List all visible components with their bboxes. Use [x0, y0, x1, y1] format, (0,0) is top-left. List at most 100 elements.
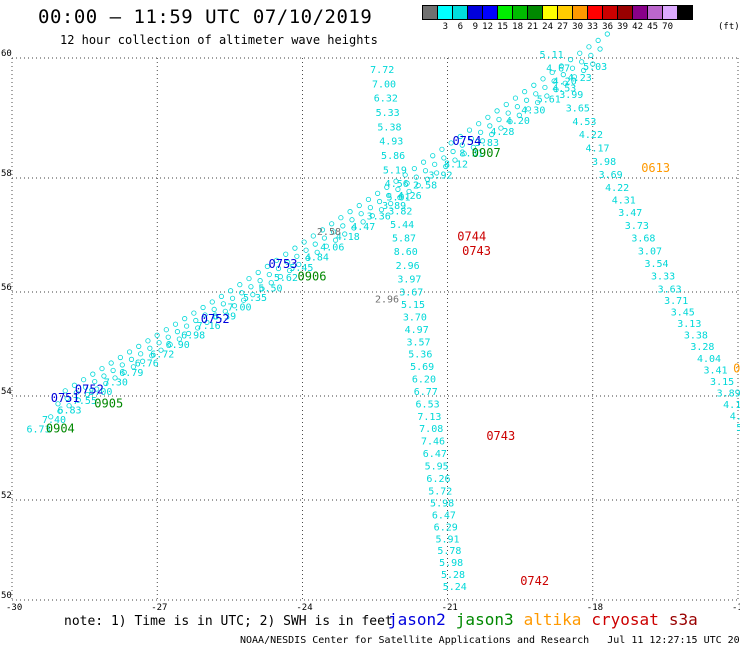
swh-track-point — [340, 223, 346, 229]
swh-track-point — [200, 304, 206, 311]
swh-label: 4.67 — [546, 63, 570, 74]
satellite-legend: jason2 jason3 altika cryosat s3a — [388, 610, 708, 629]
swh-label: 3.38 — [684, 331, 708, 342]
legend-label: 45 — [647, 22, 658, 32]
swh-track-point — [378, 207, 385, 213]
swh-track-point — [395, 186, 401, 192]
swh-track-point — [331, 229, 337, 235]
swh-label: 4.47 — [351, 222, 375, 233]
swh-track-point — [172, 321, 179, 327]
swh-track-point — [303, 247, 309, 253]
swh-track-point — [90, 371, 96, 377]
swh-label: 4.22 — [579, 130, 603, 141]
swh-track-point — [604, 31, 610, 37]
swh-label: 4.18 — [336, 232, 360, 243]
swh-track-point — [332, 237, 339, 243]
legend-label: 27 — [557, 22, 568, 32]
swh-track-point — [443, 163, 449, 170]
swh-track-point — [489, 131, 495, 138]
swh-track-point — [174, 329, 181, 335]
swh-track-point — [581, 67, 587, 74]
swh-track-point — [569, 65, 576, 71]
swh-label: 5.98 — [439, 558, 463, 569]
swh-track-point — [138, 351, 144, 357]
lon-tick-label: -21 — [442, 603, 458, 613]
swh-label: 3.92 — [429, 170, 453, 181]
swh-label: 3.54 — [644, 259, 668, 270]
swh-track-point — [498, 125, 504, 131]
swh-label: 4.37 — [730, 412, 740, 423]
swh-label: 4.26 — [398, 191, 422, 202]
swh-track-point — [165, 334, 171, 340]
swh-track-point — [349, 217, 355, 223]
swh-label: 7.72 — [370, 65, 394, 76]
swh-track-point — [542, 84, 548, 91]
swh-track-point — [94, 386, 100, 392]
swh-label: 4.28 — [490, 127, 514, 138]
swh-track-point — [540, 76, 546, 82]
swh-label: 3.99 — [559, 90, 583, 101]
pass-time-label: 0743 — [486, 429, 515, 443]
satellite-legend-altika: altika — [523, 610, 582, 629]
swh-label: 4.06 — [320, 242, 344, 253]
swh-track-point — [338, 215, 344, 221]
swh-label: 6.29 — [434, 522, 458, 533]
swh-track-point — [121, 369, 127, 375]
swh-label: 2.58 — [413, 181, 437, 192]
swh-track-point — [108, 360, 114, 366]
swh-track-point — [588, 52, 594, 59]
swh-track-point — [452, 157, 458, 163]
swh-label: 7.46 — [421, 437, 445, 448]
swh-track-point — [241, 297, 247, 303]
swh-label: 3.36 — [367, 211, 391, 222]
swh-track-point — [522, 89, 528, 95]
swh-label: 3.82 — [388, 206, 412, 217]
swh-track-point — [228, 288, 234, 294]
footer-credit: NOAA/NESDIS Center for Satellite Applica… — [240, 635, 740, 646]
swh-label: 6.76 — [135, 359, 159, 370]
swh-label: 5.35 — [243, 293, 267, 304]
pass-time-label: 0 — [733, 362, 740, 376]
swh-label: 6.77 — [414, 387, 438, 398]
satellite-legend-cryosat: cryosat — [591, 610, 659, 629]
swh-track-point — [496, 116, 502, 123]
swh-track-point — [525, 106, 532, 112]
swh-track-point — [314, 249, 320, 255]
legend-label: 42 — [632, 22, 643, 32]
swh-label: 6.47 — [423, 449, 447, 460]
swh-label: 7.40 — [42, 415, 66, 426]
swh-label: 3.15 — [710, 377, 734, 388]
swh-track-point — [305, 255, 311, 261]
swh-track-point — [112, 375, 118, 381]
swh-label: 3.98 — [592, 157, 616, 168]
swh-track-point — [567, 57, 574, 63]
swh-track-point — [222, 308, 228, 314]
legend-label: 15 — [497, 22, 508, 32]
swh-track-point — [257, 278, 263, 284]
swh-label: 7.55 — [73, 396, 97, 407]
swh-label: 5.62 — [274, 273, 298, 284]
swh-label: 8.12 — [444, 160, 468, 171]
swh-label: 6.79 — [119, 368, 143, 379]
swh-track-point — [126, 349, 133, 355]
legend-label: 70 — [662, 22, 673, 32]
swh-label: 3.47 — [618, 208, 642, 219]
swh-label: 5.28 — [441, 570, 465, 581]
swh-track-point — [420, 159, 427, 165]
swh-track-point — [202, 312, 208, 318]
swh-label: 4.20 — [506, 116, 530, 127]
swh-track-point — [571, 74, 578, 80]
pass-time-label: 0751 — [51, 391, 80, 405]
swh-track-point — [130, 364, 137, 370]
swh-track-point — [365, 196, 372, 203]
swh-label: 5.98 — [430, 498, 454, 509]
swh-track-point — [577, 50, 583, 56]
swh-label: 7.08 — [419, 424, 443, 435]
swh-label: 3.33 — [651, 272, 675, 283]
pass-time-label: 0753 — [269, 257, 298, 271]
swh-label: 6.20 — [412, 375, 436, 386]
swh-track-point — [128, 356, 135, 362]
swh-track-point — [145, 338, 151, 344]
pass-time-label: 0752 — [75, 382, 104, 396]
swh-label: 2.96 — [375, 294, 399, 305]
